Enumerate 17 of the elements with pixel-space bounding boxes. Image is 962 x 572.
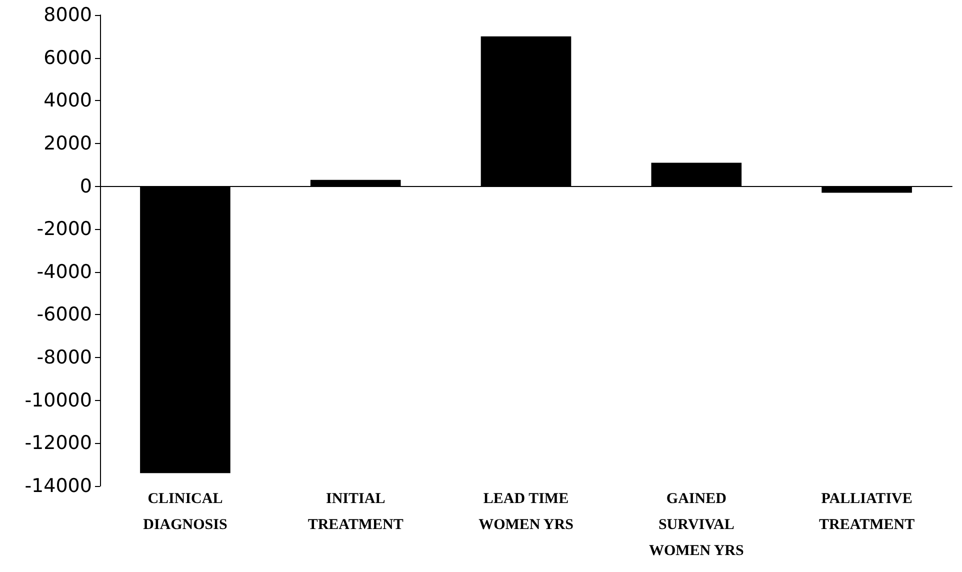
x-tick-label: LEAD TIME WOMEN YRS (478, 491, 574, 533)
y-tick-label: -12000 (24, 432, 92, 454)
y-tick-label: 4000 (44, 90, 92, 112)
y-tick-label: -2000 (36, 218, 92, 240)
y-tick-label: -10000 (24, 389, 92, 412)
x-tick-label: PALLIATIVE TREATMENT (819, 491, 915, 533)
y-tick-label: 0 (80, 175, 92, 198)
y-tick-label: -8000 (36, 346, 92, 369)
x-tick-label: INITIAL TREATMENT (308, 491, 404, 533)
y-tick-label: -4000 (36, 260, 92, 283)
x-tick-label: GAINED SURVIVAL WOMEN YRS (648, 491, 744, 559)
y-tick-label: -14000 (24, 475, 92, 497)
y-tick-label: 2000 (44, 132, 92, 154)
y-tick-label: 6000 (44, 46, 92, 69)
x-tick-label: CLINICAL DIAGNOSIS (143, 491, 228, 533)
y-tick-label: -6000 (36, 304, 92, 326)
y-tick-label: 8000 (44, 4, 92, 26)
